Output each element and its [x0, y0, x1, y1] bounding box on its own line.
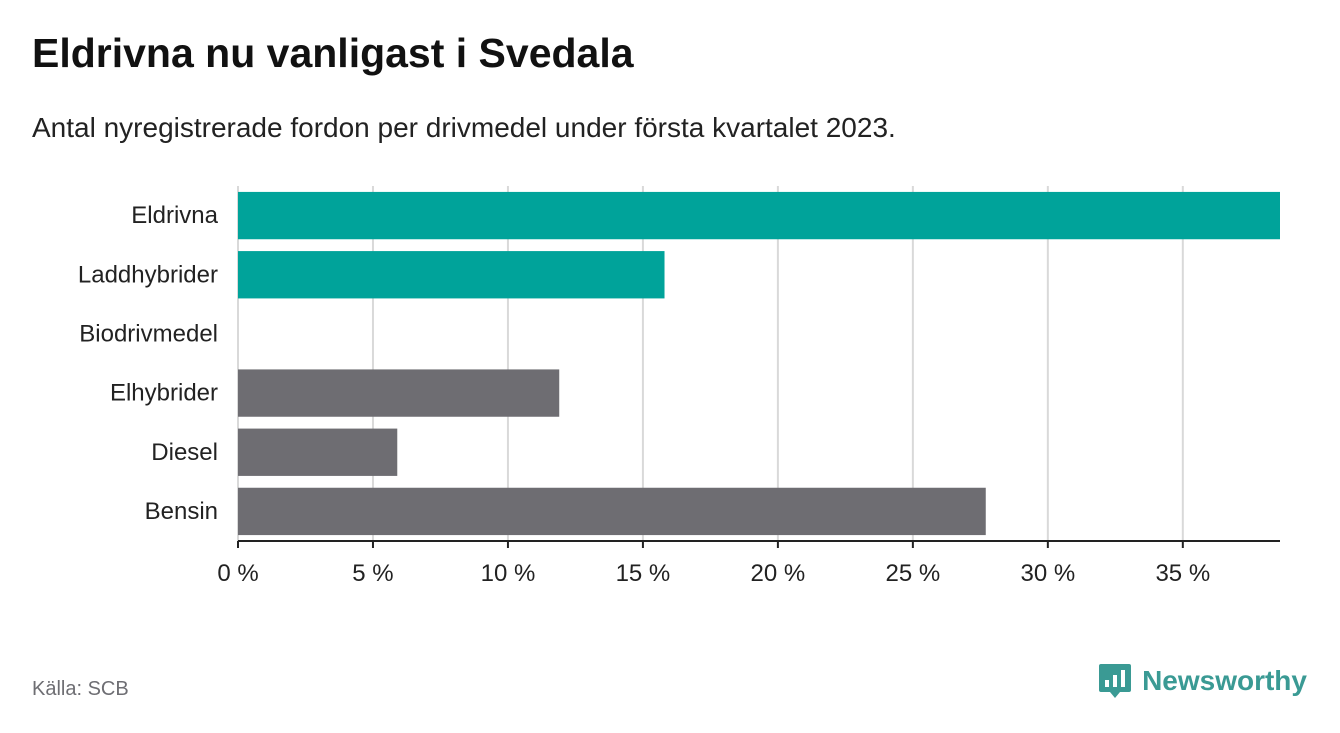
category-label: Eldrivna: [131, 202, 218, 229]
x-tick-label: 30 %: [1020, 560, 1075, 587]
category-label: Diesel: [151, 439, 218, 466]
bar: [238, 428, 398, 476]
category-label: Bensin: [145, 498, 218, 525]
brand-name: Newsworthy: [1142, 665, 1307, 696]
bar: [238, 487, 986, 536]
bar: [238, 251, 665, 299]
category-label: Elhybrider: [110, 380, 218, 407]
source-note: Källa: SCB: [32, 678, 129, 700]
x-tick-label: 5 %: [352, 560, 393, 587]
brand-logo: Newsworthy: [1098, 662, 1307, 700]
x-tick-label: 35 %: [1155, 560, 1210, 587]
chart-title: Eldrivna nu vanligast i Svedala: [32, 30, 634, 76]
x-tick-label: 0 %: [217, 560, 258, 587]
x-tick-label: 10 %: [481, 560, 536, 587]
bar: [238, 191, 1280, 240]
category-label: Biodrivmedel: [79, 320, 218, 347]
x-tick-label: 25 %: [886, 560, 941, 587]
newsworthy-logo-icon: [1099, 664, 1132, 698]
x-tick-label: 15 %: [616, 560, 671, 587]
x-tick-label: 20 %: [751, 560, 806, 587]
chart-subtitle: Antal nyregistrerade fordon per drivmede…: [32, 112, 896, 143]
bar: [238, 369, 560, 417]
category-label: Laddhybrider: [78, 261, 218, 288]
